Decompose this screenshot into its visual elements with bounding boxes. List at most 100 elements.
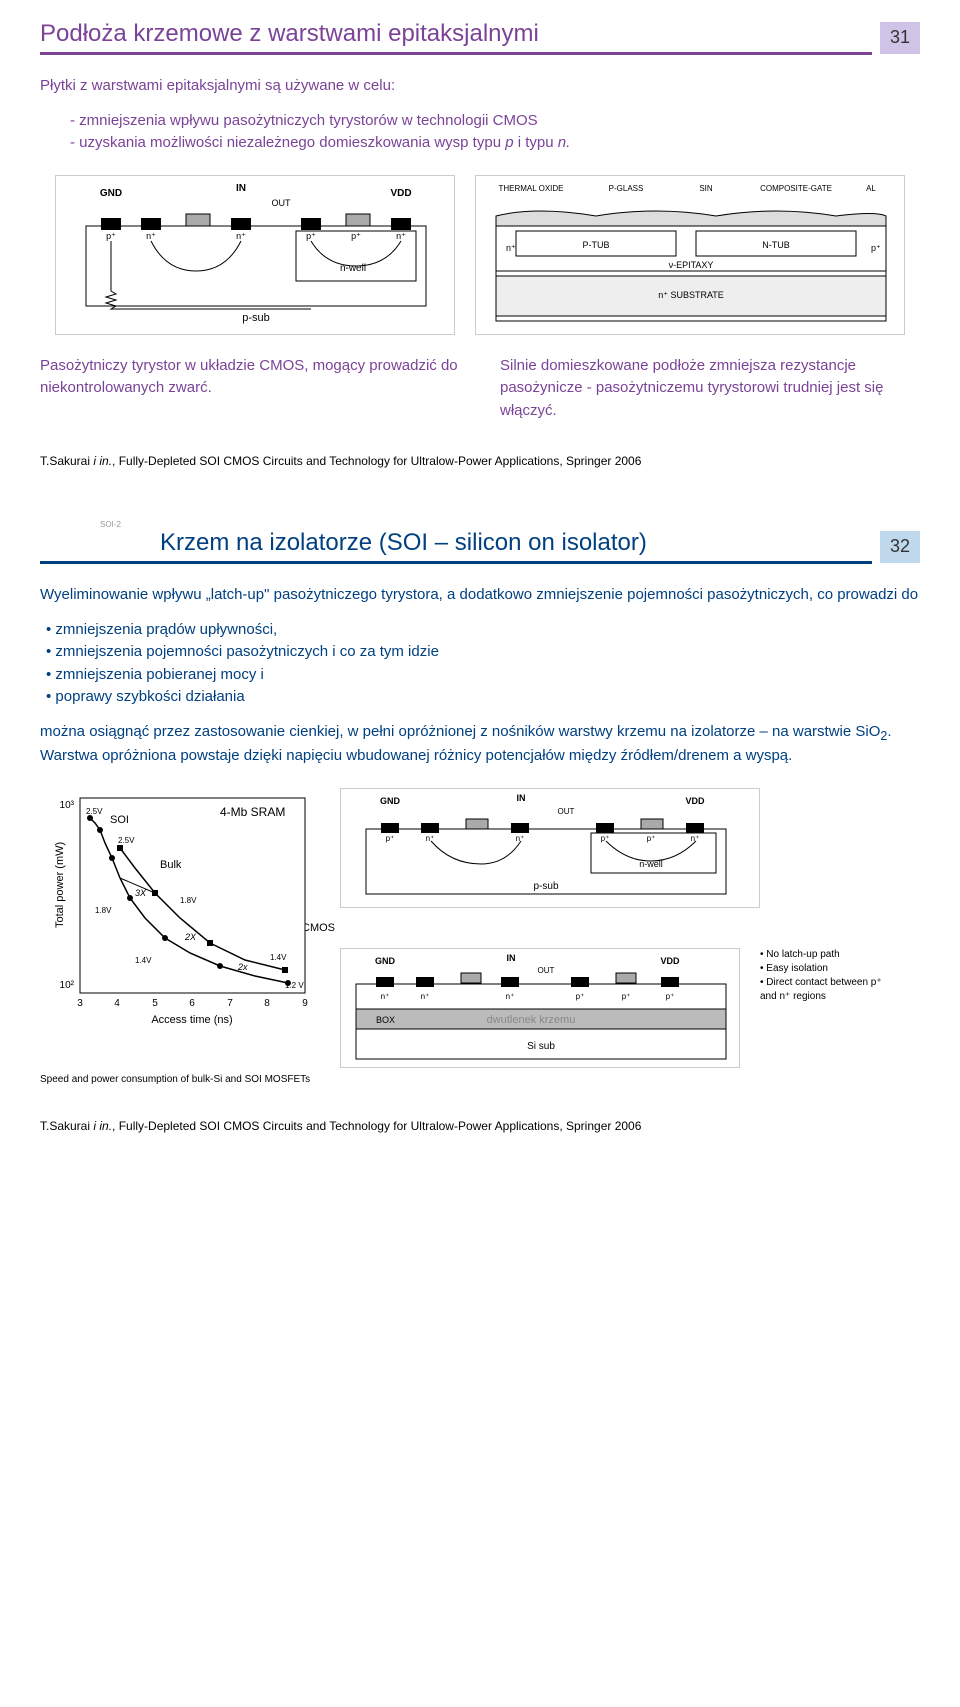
bottom-row: Total power (mW) 10³ 10² 3 4 5 6 7 8 9 A… [40, 788, 920, 1069]
svg-text:1.2 V: 1.2 V [285, 981, 304, 990]
svg-text:SIN: SIN [699, 184, 713, 193]
svg-text:SOI: SOI [110, 814, 129, 826]
sram-chart: Total power (mW) 10³ 10² 3 4 5 6 7 8 9 A… [40, 788, 320, 1069]
svg-text:BOX: BOX [376, 1015, 395, 1025]
b1: zmniejszenia prądów upływności, [60, 619, 920, 642]
svg-text:N-TUB: N-TUB [762, 240, 790, 250]
bullet2-a: - uzyskania możliwości niezależnego domi… [70, 134, 505, 151]
svg-text:P-TUB: P-TUB [583, 240, 610, 250]
svg-text:OUT: OUT [272, 198, 292, 208]
side-b1: No latch-up path [760, 948, 890, 962]
citation-2: T.Sakurai i in., Fully-Depleted SOI CMOS… [40, 1117, 920, 1135]
svg-text:n⁺: n⁺ [421, 992, 430, 1001]
slide-header: Podłoża krzemowe z warstwami epitaksjaln… [40, 20, 920, 55]
svg-text:Bulk: Bulk [160, 859, 182, 871]
bullet-1: - zmniejszenia wpływu pasożytniczych tyr… [70, 110, 920, 133]
svg-text:VDD: VDD [390, 188, 411, 199]
cite2-i: i in. [93, 1119, 112, 1133]
caption-left: Pasożytniczy tyrystor w układzie CMOS, m… [40, 355, 460, 423]
soi-cmos-label: SOI CMOS [280, 920, 920, 937]
svg-text:ν-EPITAXY: ν-EPITAXY [669, 260, 714, 270]
cite2-b: , Fully-Depleted SOI CMOS Circuits and T… [112, 1119, 641, 1133]
svg-text:1.4V: 1.4V [270, 953, 287, 962]
svg-text:4-Mb SRAM: 4-Mb SRAM [220, 805, 285, 819]
svg-text:8: 8 [264, 998, 270, 1009]
svg-text:1.8V: 1.8V [95, 906, 112, 915]
svg-text:n⁺: n⁺ [426, 834, 435, 843]
svg-text:GND: GND [380, 796, 401, 806]
cite2-a: T.Sakurai [40, 1119, 93, 1133]
slide-content: Płytki z warstwami epitaksjalnymi są uży… [40, 75, 920, 470]
caption-row: Pasożytniczy tyrystor w układzie CMOS, m… [40, 355, 920, 423]
svg-text:AL: AL [866, 184, 876, 193]
cite-a: T.Sakurai [40, 454, 93, 468]
side-bullets: No latch-up path Easy isolation Direct c… [750, 948, 890, 1068]
bullet2-p: p [505, 134, 513, 151]
svg-text:p⁺: p⁺ [647, 834, 656, 843]
svg-text:GND: GND [100, 188, 122, 199]
soi-cross-section: BOX dwutlenek krzemu Si sub n⁺ n⁺ [340, 948, 740, 1068]
svg-text:THERMAL OXIDE: THERMAL OXIDE [498, 184, 563, 193]
cmos-cross-section-fig: n-well p-sub p⁺ n⁺ n⁺ p⁺ p⁺ n⁺ [55, 175, 455, 335]
svg-text:n⁺: n⁺ [146, 231, 156, 241]
svg-text:4: 4 [114, 998, 120, 1009]
cite-b: , Fully-Depleted SOI CMOS Circuits and T… [112, 454, 641, 468]
slide-number-box-2: 32 [880, 531, 920, 563]
svg-text:IN: IN [517, 793, 526, 803]
svg-text:2x: 2x [237, 962, 248, 972]
slide-number: 31 [890, 27, 910, 48]
cite-i: i in. [93, 454, 112, 468]
svg-text:VDD: VDD [660, 956, 680, 966]
para2: można osiągnąć przez zastosowanie cienki… [40, 721, 920, 768]
slide-32: SOI-2 Krzem na izolatorze (SOI – silicon… [0, 510, 960, 1175]
para1: Wyeliminowanie wpływu „latch-up" pasożyt… [40, 584, 920, 607]
svg-text:n⁺: n⁺ [396, 231, 406, 241]
svg-text:n⁺ SUBSTRATE: n⁺ SUBSTRATE [658, 290, 724, 300]
svg-text:3: 3 [77, 998, 83, 1009]
slide-header-2: Krzem na izolatorze (SOI – silicon on is… [40, 529, 920, 564]
svg-text:10³: 10³ [60, 800, 75, 811]
soi-row: BOX dwutlenek krzemu Si sub n⁺ n⁺ [340, 948, 920, 1068]
intro-text: Płytki z warstwami epitaksjalnymi są uży… [40, 75, 920, 98]
right-figs: n-well p-sub p⁺ n⁺ n⁺ p⁺ p⁺ n⁺ [340, 788, 920, 1069]
slide-31: Podłoża krzemowe z warstwami epitaksjaln… [0, 0, 960, 510]
svg-text:p-sub: p-sub [242, 312, 270, 324]
svg-text:7: 7 [227, 998, 233, 1009]
svg-text:GND: GND [375, 956, 396, 966]
svg-text:VDD: VDD [685, 796, 705, 806]
b4: poprawy szybkości działania [60, 686, 920, 709]
svg-text:dwutlenek krzemu: dwutlenek krzemu [487, 1014, 576, 1026]
svg-text:Access time (ns): Access time (ns) [151, 1014, 232, 1026]
title-bar: Podłoża krzemowe z warstwami epitaksjaln… [40, 20, 872, 55]
slide2-content: Wyeliminowanie wpływu „latch-up" pasożyt… [40, 584, 920, 1135]
svg-text:n⁺: n⁺ [236, 231, 246, 241]
svg-text:COMPOSITE-GATE: COMPOSITE-GATE [760, 184, 832, 193]
svg-text:p⁺: p⁺ [622, 992, 631, 1001]
svg-text:p⁺: p⁺ [106, 231, 116, 241]
title-bar-2: Krzem na izolatorze (SOI – silicon on is… [40, 529, 872, 564]
svg-text:1.4V: 1.4V [135, 956, 152, 965]
citation: T.Sakurai i in., Fully-Depleted SOI CMOS… [40, 452, 920, 470]
svg-text:2.5V: 2.5V [118, 836, 135, 845]
ylabel: Total power (mW) [52, 842, 69, 928]
svg-text:n⁺: n⁺ [506, 243, 516, 253]
bullet2-n: n. [558, 134, 571, 151]
svg-text:10²: 10² [60, 980, 75, 991]
svg-text:p⁺: p⁺ [871, 243, 881, 253]
svg-text:p⁺: p⁺ [601, 834, 610, 843]
bullet-list: zmniejszenia prądów upływności, zmniejsz… [40, 619, 920, 709]
svg-text:IN: IN [507, 953, 516, 963]
epi-svg: P-TUB N-TUB ν-EPITAXY n⁺ SUBSTRATE THERM… [476, 176, 906, 336]
caption-right: Silnie domieszkowane podłoże zmniejsza r… [500, 355, 920, 423]
svg-text:p⁺: p⁺ [351, 231, 361, 241]
svg-text:n⁺: n⁺ [506, 992, 515, 1001]
svg-text:2X: 2X [184, 932, 197, 942]
b3: zmniejszenia pobieranej mocy i [60, 664, 920, 687]
svg-text:1.8V: 1.8V [180, 896, 197, 905]
cmos-svg: n-well p-sub p⁺ n⁺ n⁺ p⁺ p⁺ n⁺ [56, 176, 456, 336]
side-b2: Easy isolation [760, 962, 890, 976]
side-b3: Direct contact between p⁺ and n⁺ regions [760, 976, 890, 1004]
figure-row: n-well p-sub p⁺ n⁺ n⁺ p⁺ p⁺ n⁺ [40, 175, 920, 335]
slide-number-box: 31 [880, 22, 920, 54]
svg-text:p⁺: p⁺ [386, 834, 395, 843]
